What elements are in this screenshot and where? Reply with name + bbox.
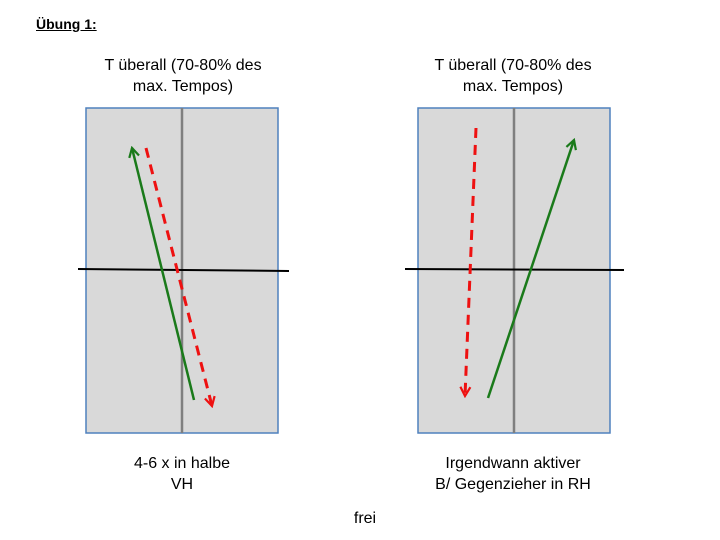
right-bottom-caption-line-2: B/ Gegenzieher in RH xyxy=(435,476,591,493)
left-top-caption: T überall (70-80% des max. Tempos) xyxy=(58,55,308,97)
left-bottom-caption-line-1: 4-6 x in halbe xyxy=(133,455,231,472)
exercise-title: Übung 1: xyxy=(36,16,97,32)
left-top-caption-line-1: T überall (70-80% des xyxy=(104,57,262,74)
right-bottom-caption: Irgendwann aktiver B/ Gegenzieher in RH xyxy=(398,453,628,495)
left-field xyxy=(77,107,290,434)
left-bottom-caption: 4-6 x in halbe VH xyxy=(72,453,292,495)
right-top-caption-line-2: max. Tempos) xyxy=(462,78,564,95)
left-dashed-arrow xyxy=(144,147,212,406)
right-top-caption-line-1: T überall (70-80% des xyxy=(434,57,592,74)
right-top-caption: T überall (70-80% des max. Tempos) xyxy=(388,55,638,97)
right-solid-arrow xyxy=(486,140,574,399)
left-field-cross-line xyxy=(77,268,290,272)
right-bottom-caption-line-1: Irgendwann aktiver xyxy=(445,455,581,472)
right-dashed-arrow xyxy=(465,127,478,396)
left-bottom-caption-line-2: VH xyxy=(170,476,194,493)
left-top-caption-line-2: max. Tempos) xyxy=(132,78,234,95)
right-field xyxy=(404,107,625,434)
right-field-cross-line xyxy=(404,268,625,271)
left-solid-arrow xyxy=(132,148,196,401)
footer-note: frei xyxy=(353,510,377,527)
